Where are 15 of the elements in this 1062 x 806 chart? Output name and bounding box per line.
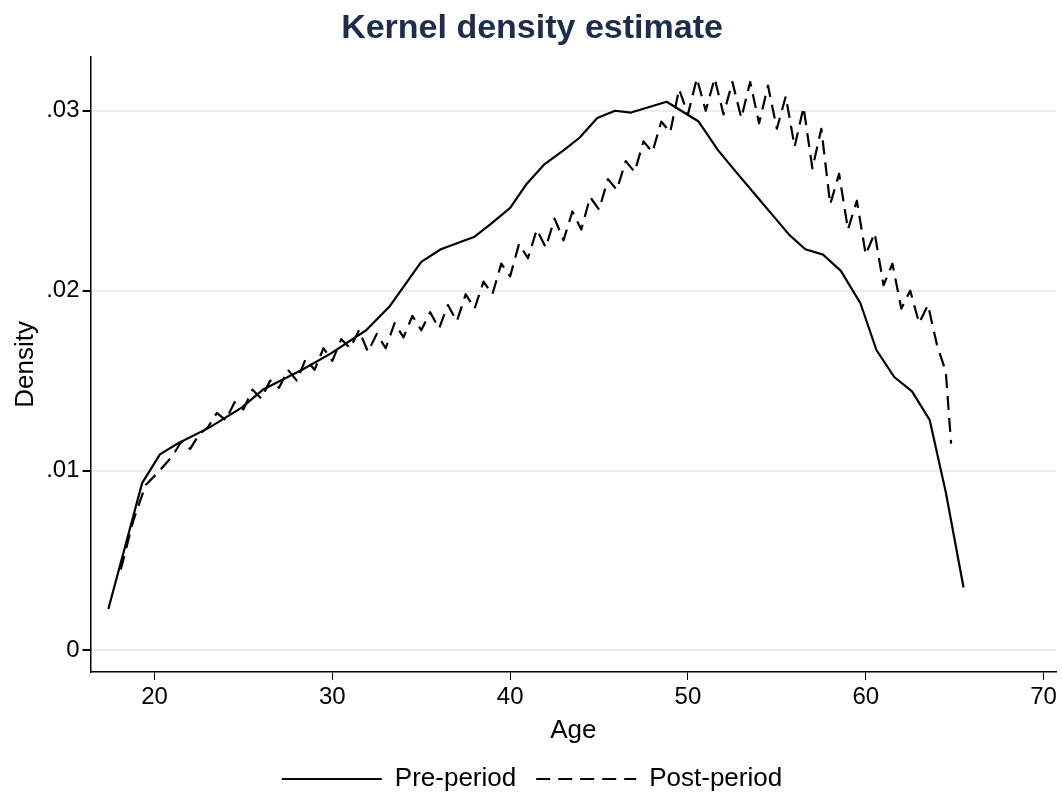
legend-label: Pre-period (394, 762, 517, 793)
chart-title: Kernel density estimate (341, 6, 723, 45)
y-axis-title: Density (8, 321, 39, 408)
x-axis-title: Age (550, 713, 597, 744)
x-tick-label: 20 (141, 682, 168, 710)
x-tick-label: 60 (852, 682, 880, 710)
y-tick-label: .02 (46, 275, 80, 303)
legend-label: Post-period (649, 762, 783, 793)
x-tick-label: 40 (496, 682, 524, 710)
y-tick-label: .01 (46, 455, 80, 483)
y-tick-label: .03 (46, 95, 80, 123)
x-tick-label: 70 (1030, 682, 1057, 710)
x-tick-label: 50 (674, 682, 702, 710)
x-tick-label: 30 (319, 682, 346, 710)
y-tick-label: 0 (66, 635, 80, 663)
